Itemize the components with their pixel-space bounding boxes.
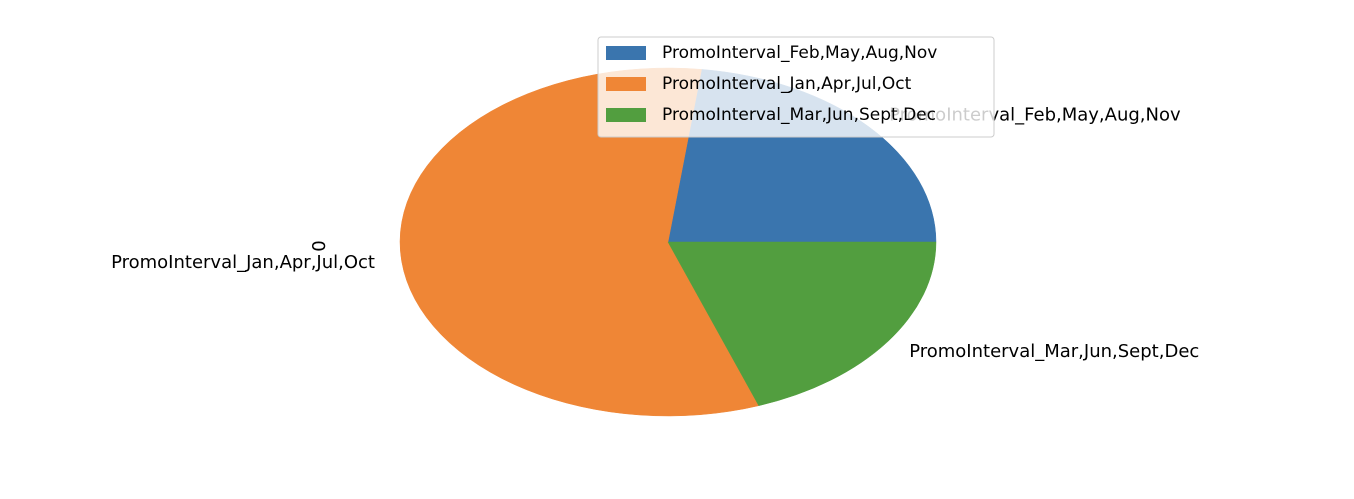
legend-swatch-3 — [606, 108, 646, 122]
legend-label-1: PromoInterval_Feb,May,Aug,Nov — [662, 43, 937, 63]
pie-slice-2 — [399, 67, 760, 417]
legend: PromoInterval_Feb,May,Aug,Nov PromoInterv… — [597, 36, 995, 138]
pie-slice-labels: PromoInterval_Feb,May,Aug,NovPromoInterv… — [111, 104, 1199, 362]
pie-slice-label-3: PromoInterval_Mar,Jun,Sept,Dec — [909, 341, 1199, 362]
legend-swatch-1 — [606, 46, 646, 60]
legend-swatch-2 — [606, 77, 646, 91]
legend-items: PromoInterval_Feb,May,Aug,Nov PromoInterv… — [606, 43, 937, 125]
legend-frame — [597, 36, 995, 138]
legend-label-3: PromoInterval_Mar,Jun,Sept,Dec — [662, 105, 936, 125]
pie-slice-3 — [667, 241, 937, 406]
y-axis-label: 0 — [309, 240, 330, 251]
legend-label-2: PromoInterval_Jan,Apr,Jul,Oct — [662, 74, 912, 94]
pie-slice-label-2: PromoInterval_Jan,Apr,Jul,Oct — [111, 252, 375, 273]
